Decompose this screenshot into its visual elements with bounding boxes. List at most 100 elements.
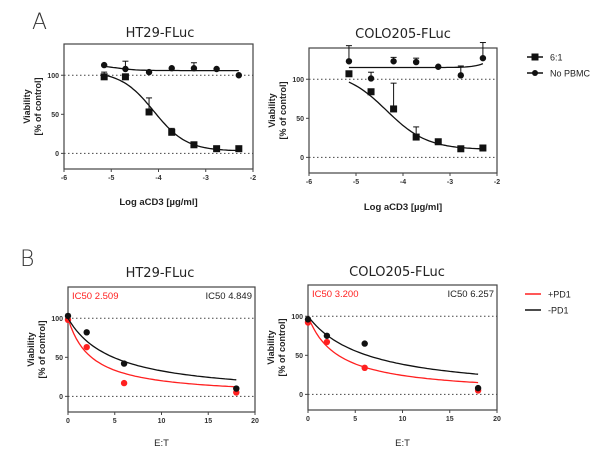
data-point-square [213,145,221,153]
x-axis-label: Log aCD3 [µg/ml] [119,197,197,208]
data-point-circle [457,72,465,79]
y-axis-label: [% of control] [277,319,287,377]
ic50-label: IC50 6.257 [448,289,494,300]
x-tick-label: 5 [353,416,357,423]
chart-title: HT29-FLuc [126,266,195,281]
x-tick-label: 0 [66,418,70,425]
x-tick-label: 15 [446,416,454,423]
data-point-circle [64,312,72,320]
legend-marker-circle [532,70,538,76]
data-point-square [412,133,420,141]
x-tick-label: -6 [306,179,312,186]
data-point-circle [435,63,442,70]
x-tick-label: 5 [113,418,117,425]
ic50-label: IC50 2.509 [72,291,118,302]
data-point-circle [168,65,175,72]
x-tick-label: -5 [108,175,114,182]
y-tick-label: 50 [55,355,63,362]
y-axis-label: Viability [26,332,36,366]
data-point-circle [361,364,368,372]
y-axis-label: [% of control] [278,82,288,140]
data-point-circle [235,72,243,79]
data-point-square [479,144,487,152]
data-point-square [190,141,198,149]
panel-label-a: A [32,10,47,35]
y-axis-label: Viability [266,330,276,364]
x-tick-label: 10 [158,418,166,425]
fit-curve--PD1 [67,317,237,381]
y-tick-label: 100 [291,314,303,321]
chart-title: COLO205-FLuc [355,27,451,42]
data-point-circle [367,75,375,82]
data-point-circle [213,65,220,73]
y-tick-label: 50 [296,116,304,123]
data-point-square [457,145,465,153]
data-point-circle [145,68,153,76]
data-point-square [235,145,243,153]
x-tick-label: 20 [251,418,259,425]
legend-label: -PD1 [548,306,569,316]
data-point-square [390,105,398,113]
data-point-circle [474,384,482,392]
legend-marker-square [531,53,539,61]
chart-title: HT29-FLuc [126,26,195,41]
legend-label: No PBMC [550,69,591,79]
data-point-circle [190,65,198,72]
data-point-circle [361,340,368,347]
data-point-square [434,138,442,146]
plot-frame [67,286,256,413]
y-tick-label: 0 [55,151,59,158]
fit-curve-+PD1 [67,318,237,388]
data-point-circle [323,338,331,346]
x-axis-label: E:T [395,438,410,449]
chart-title: COLO205-FLuc [349,265,445,280]
data-point-square [168,128,176,136]
data-point-circle [120,379,128,387]
chart-2: HT29-FLuc 0 50 100 0 5 10 15 20 Viability [% of co… [26,266,259,449]
data-point-circle [323,332,331,339]
panel-label-b: B [20,247,34,272]
x-tick-label: -3 [203,175,209,182]
x-tick-label: -6 [61,175,67,182]
data-point-circle [100,61,108,69]
data-point-circle [412,58,420,66]
plot-frame [307,284,498,411]
y-axis-label: [% of control] [33,78,43,136]
ic50-label: IC50 4.849 [206,291,252,302]
x-tick-label: -2 [494,179,500,186]
x-tick-label: -3 [447,179,453,186]
data-point-square [100,73,108,81]
data-point-circle [120,360,128,367]
data-point-circle [304,316,312,323]
chart-1: COLO205-FLuc 0 50 100 -6 -5 -4 -3 -2 Viability [% … [267,27,591,213]
y-tick-label: 50 [295,353,303,360]
data-point-circle [345,58,353,65]
legend-label: 6:1 [550,53,563,63]
data-point-circle [233,385,240,392]
fit-curve-+PD1 [307,316,479,384]
y-tick-label: 100 [51,316,63,323]
x-tick-label: 15 [204,418,212,425]
data-point-circle [390,58,397,65]
y-axis-label: Viability [267,93,277,127]
y-tick-label: 0 [300,155,304,162]
data-point-square [145,108,153,116]
data-point-circle [83,343,90,351]
x-tick-label: 20 [493,416,501,423]
data-point-square [121,73,129,81]
fit-curve-6:1 [104,74,239,152]
y-tick-label: 0 [59,394,63,401]
data-point-square [367,88,375,96]
x-tick-label: -5 [353,179,359,186]
y-tick-label: 100 [47,73,59,80]
x-axis-label: Log aCD3 [µg/ml] [364,202,442,213]
data-point-square [345,70,353,78]
x-tick-label: -4 [155,175,161,182]
data-point-circle [83,329,90,336]
y-tick-label: 0 [299,392,303,399]
y-tick-label: 50 [51,112,59,119]
data-point-circle [479,54,487,62]
y-tick-label: 100 [292,77,304,84]
x-axis-label: E:T [154,438,169,449]
